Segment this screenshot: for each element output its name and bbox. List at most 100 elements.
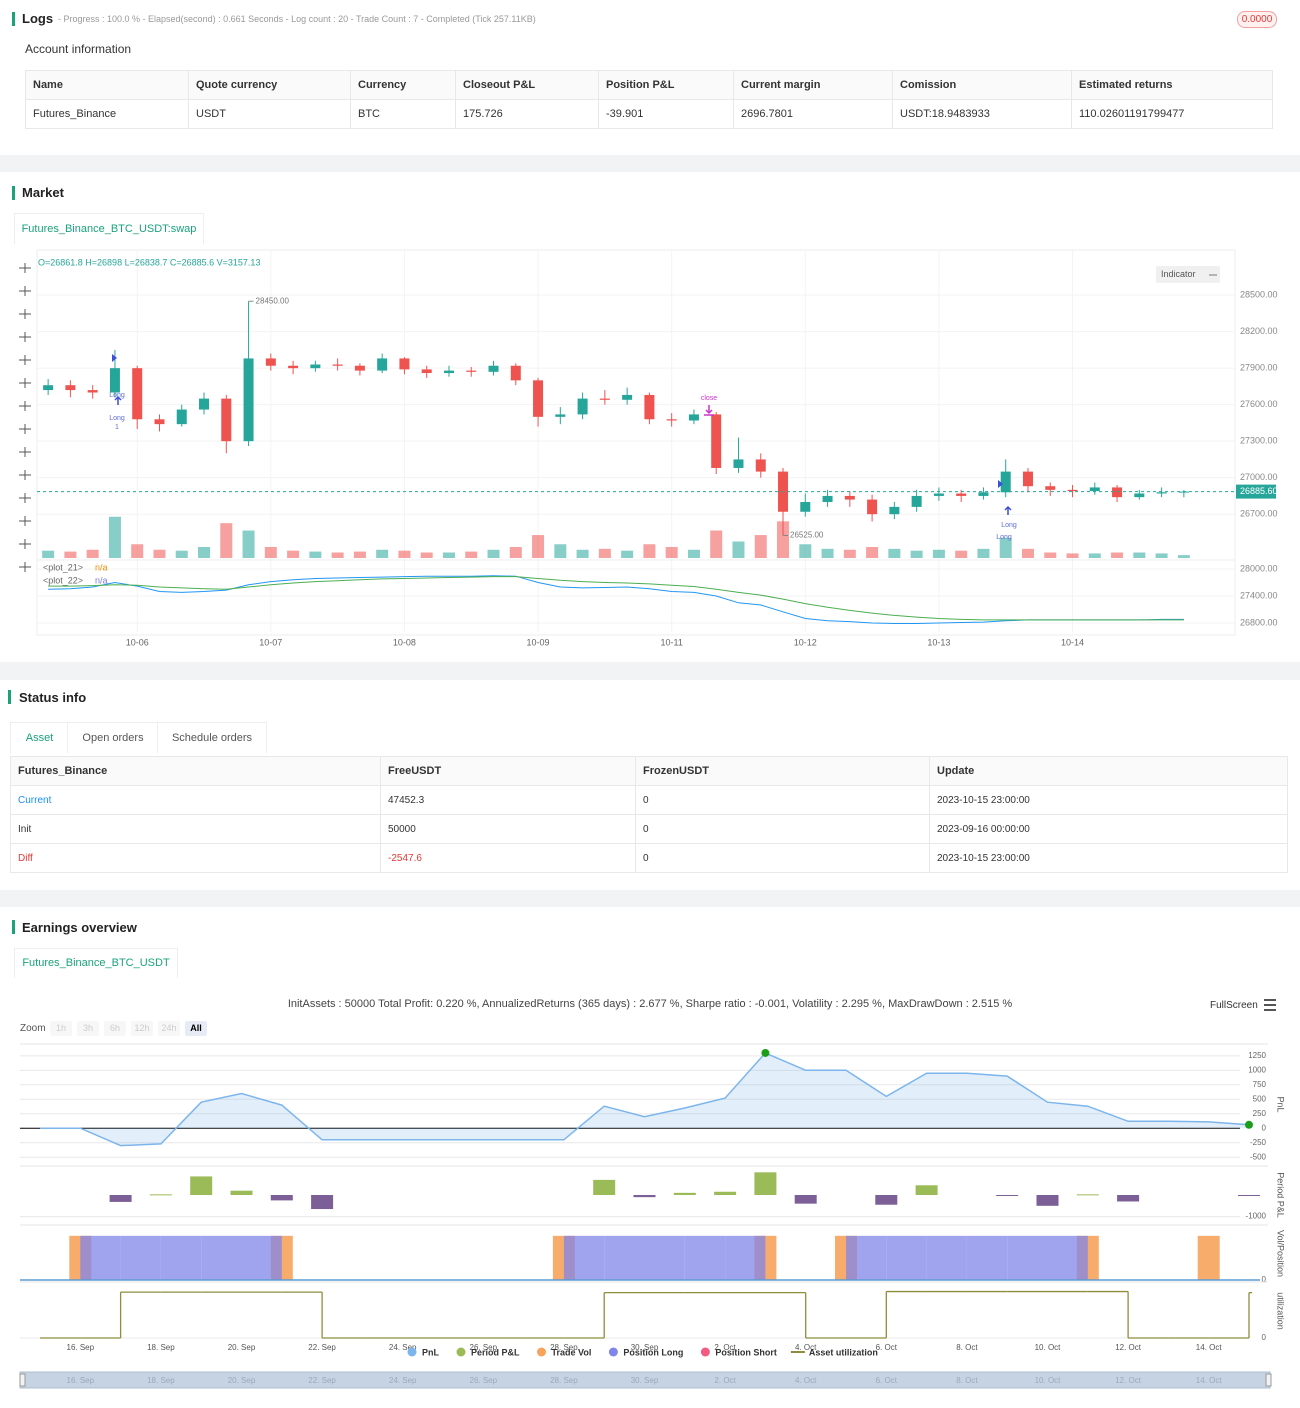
pane-title: utilization xyxy=(1276,1292,1286,1330)
volume-bar xyxy=(287,550,300,558)
table-cell: 0 xyxy=(635,843,930,873)
tool-icon[interactable] xyxy=(19,447,31,457)
menu-icon[interactable] xyxy=(1264,999,1276,1011)
indicator-button[interactable]: Indicator xyxy=(1156,266,1220,283)
candle-body xyxy=(800,502,811,512)
legend-label[interactable]: Asset utilization xyxy=(809,1347,878,1357)
candle-body xyxy=(265,358,276,366)
header-cell: Currency xyxy=(350,70,456,100)
candle-body xyxy=(555,414,566,417)
signal-label: close xyxy=(701,395,717,402)
legend-label[interactable]: Position Short xyxy=(715,1347,777,1357)
status-badge: 0.0000 xyxy=(1237,11,1277,28)
volume-bar xyxy=(64,551,77,558)
status-tab[interactable]: Schedule orders xyxy=(157,722,267,753)
zoom-button[interactable]: 1h xyxy=(50,1021,72,1036)
navigator-label: 10. Oct xyxy=(1035,1376,1062,1385)
tool-icon[interactable] xyxy=(19,470,31,480)
table-cell: -2547.6 xyxy=(380,843,636,873)
data-table: Name Quote currency Currency Closeout P&L Po… xyxy=(25,70,1273,129)
x-tick-label: 10-12 xyxy=(794,637,817,647)
zoom-button[interactable]: 12h xyxy=(131,1021,153,1036)
y-tick-label: 27400.00 xyxy=(1240,590,1278,600)
zoom-button[interactable]: All xyxy=(185,1021,207,1036)
indicator-value: n/a xyxy=(95,562,108,572)
candle-body xyxy=(844,495,855,500)
candle-body xyxy=(132,368,143,420)
legend-label[interactable]: Trade Vol xyxy=(552,1347,592,1357)
tool-icon[interactable] xyxy=(19,516,31,526)
navigator-label: 22. Sep xyxy=(308,1376,336,1385)
volume-bar xyxy=(42,550,55,558)
volume-bar xyxy=(754,535,767,558)
candle-body xyxy=(1045,486,1056,490)
zoom-button[interactable]: 6h xyxy=(104,1021,126,1036)
header-row: Futures_Binance FreeUSDT FrozenUSDT Update xyxy=(10,756,1288,786)
zoom-button[interactable]: 3h xyxy=(77,1021,99,1036)
candle-body xyxy=(354,365,365,371)
tool-icon[interactable] xyxy=(19,378,31,388)
header-cell: Current margin xyxy=(733,70,893,100)
bar xyxy=(311,1195,334,1210)
candle-body xyxy=(911,495,922,507)
tool-icon[interactable] xyxy=(19,286,31,296)
bar xyxy=(915,1185,938,1195)
legend-label[interactable]: Position Long xyxy=(623,1347,683,1357)
x-tick-label: 10-06 xyxy=(126,637,149,647)
market-title: Market xyxy=(22,185,64,200)
zoom-button[interactable]: 24h xyxy=(158,1021,180,1036)
pane-title: Period P&L xyxy=(1276,1172,1286,1218)
legend-label[interactable]: PnL xyxy=(422,1347,440,1357)
tool-icon[interactable] xyxy=(19,309,31,319)
pnl-area xyxy=(40,1053,1249,1146)
volume-bar xyxy=(86,549,99,558)
tool-icon[interactable] xyxy=(19,493,31,503)
bar xyxy=(1117,1195,1140,1202)
candle-body xyxy=(1022,471,1033,487)
volume-bar xyxy=(799,544,812,558)
candle-body xyxy=(443,370,454,374)
status-tab[interactable]: Open orders xyxy=(67,722,159,753)
legend-dot xyxy=(608,1347,618,1357)
signal-label: 1 xyxy=(115,424,119,431)
volume-bar xyxy=(1044,552,1057,558)
signal-arrow xyxy=(114,395,122,405)
bar xyxy=(794,1195,817,1204)
tool-icon[interactable] xyxy=(19,355,31,365)
bar xyxy=(996,1195,1019,1196)
earnings-tab[interactable]: Futures_Binance_BTC_USDT xyxy=(14,948,178,978)
fullscreen-button[interactable]: FullScreen xyxy=(1210,1000,1258,1011)
navigator-label: 26. Sep xyxy=(470,1376,498,1385)
navigator-handle[interactable] xyxy=(19,1373,26,1387)
y-tick-label: 28000.00 xyxy=(1240,563,1278,573)
position-band xyxy=(80,1235,121,1280)
volume-bar xyxy=(999,537,1012,558)
candle-body xyxy=(310,364,321,369)
signal-flag xyxy=(998,480,1003,488)
tool-icon[interactable] xyxy=(19,424,31,434)
plot-border xyxy=(36,249,1236,636)
table-cell: Diff xyxy=(10,843,381,873)
tool-icon[interactable] xyxy=(19,562,31,572)
candle-body xyxy=(1089,487,1100,492)
tool-icon[interactable] xyxy=(19,263,31,273)
market-tab[interactable]: Futures_Binance_BTC_USDT:swap xyxy=(14,213,204,244)
volume-bar xyxy=(331,552,344,558)
navigator-handle[interactable] xyxy=(1265,1373,1272,1387)
navigator-label: 12. Oct xyxy=(1115,1376,1142,1385)
volume-bar xyxy=(598,548,611,558)
header-cell: Closeout P&L xyxy=(455,70,599,100)
tool-icon[interactable] xyxy=(19,332,31,342)
volume-bar xyxy=(910,550,923,558)
y-tick-label: -250 xyxy=(1250,1138,1267,1147)
signal-arrow xyxy=(1004,505,1012,515)
candle-body xyxy=(176,409,187,425)
candle-body xyxy=(199,398,210,410)
tool-icon[interactable] xyxy=(19,401,31,411)
legend-dot xyxy=(407,1347,417,1357)
tool-icon[interactable] xyxy=(19,539,31,549)
logs-panel: Logs - Progress : 100.0 % - Elapsed(seco… xyxy=(0,0,1300,155)
legend-label[interactable]: Period P&L xyxy=(471,1347,520,1357)
header-cell: Futures_Binance xyxy=(10,756,381,786)
position-band xyxy=(201,1235,242,1280)
